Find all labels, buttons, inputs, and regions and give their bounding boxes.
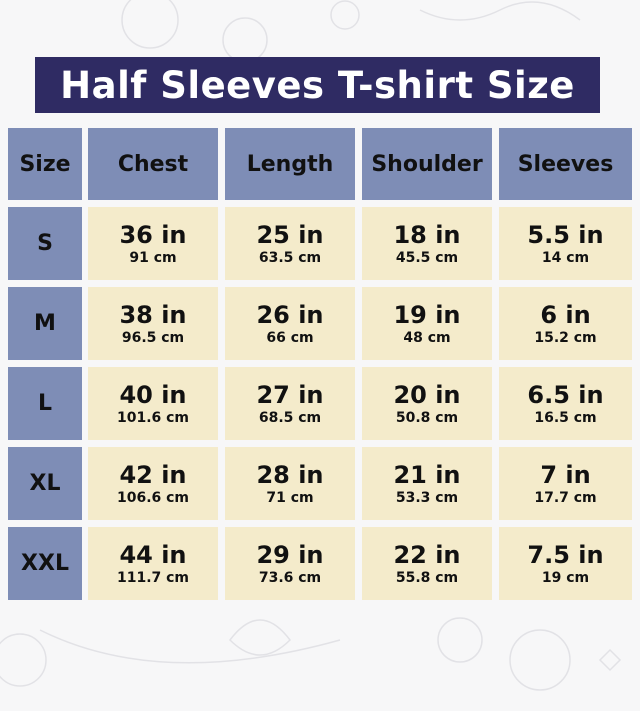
size-label: M (8, 287, 82, 360)
table-cell: 7 in 17.7 cm (499, 447, 632, 520)
size-label: XL (8, 447, 82, 520)
cm-value: 106.6 cm (116, 489, 190, 506)
inches-value: 7 in (540, 460, 591, 489)
table-cell: 18 in 45.5 cm (362, 207, 492, 280)
cm-value: 63.5 cm (258, 249, 322, 266)
cm-value: 53.3 cm (395, 489, 459, 506)
table-cell: 21 in 53.3 cm (362, 447, 492, 520)
inches-value: 6 in (540, 300, 591, 329)
cm-value: 15.2 cm (534, 329, 597, 346)
table-cell: 44 in 111.7 cm (88, 527, 218, 600)
cm-value: 16.5 cm (534, 409, 597, 426)
header-sleeves: Sleeves (499, 128, 632, 200)
header-length: Length (225, 128, 355, 200)
table-cell: 20 in 50.8 cm (362, 367, 492, 440)
table-cell: 7.5 in 19 cm (499, 527, 632, 600)
table-cell: 26 in 66 cm (225, 287, 355, 360)
inches-value: 22 in (393, 540, 461, 569)
cm-value: 66 cm (266, 329, 314, 346)
inches-value: 42 in (119, 460, 187, 489)
cm-value: 50.8 cm (395, 409, 459, 426)
cm-value: 48 cm (403, 329, 451, 346)
inches-value: 29 in (256, 540, 324, 569)
cm-value: 101.6 cm (116, 409, 190, 426)
cm-value: 19 cm (541, 569, 590, 586)
inches-value: 5.5 in (527, 220, 604, 249)
cm-value: 91 cm (129, 249, 177, 266)
table-cell: 38 in 96.5 cm (88, 287, 218, 360)
table-cell: 40 in 101.6 cm (88, 367, 218, 440)
table-cell: 36 in 91 cm (88, 207, 218, 280)
inches-value: 27 in (256, 380, 324, 409)
cm-value: 17.7 cm (534, 489, 597, 506)
table-cell: 6 in 15.2 cm (499, 287, 632, 360)
size-label: S (8, 207, 82, 280)
cm-value: 96.5 cm (121, 329, 185, 346)
cm-value: 68.5 cm (258, 409, 322, 426)
cm-value: 71 cm (266, 489, 314, 506)
inches-value: 25 in (256, 220, 324, 249)
page-title: Half Sleeves T-shirt Size (35, 57, 600, 113)
inches-value: 38 in (119, 300, 187, 329)
inches-value: 26 in (256, 300, 324, 329)
cm-value: 55.8 cm (395, 569, 459, 586)
inches-value: 20 in (393, 380, 461, 409)
table-cell: 19 in 48 cm (362, 287, 492, 360)
table-cell: 29 in 73.6 cm (225, 527, 355, 600)
inches-value: 44 in (119, 540, 187, 569)
table-cell: 5.5 in 14 cm (499, 207, 632, 280)
header-shoulder: Shoulder (362, 128, 492, 200)
inches-value: 7.5 in (527, 540, 604, 569)
cm-value: 73.6 cm (258, 569, 322, 586)
table-cell: 22 in 55.8 cm (362, 527, 492, 600)
header-chest: Chest (88, 128, 218, 200)
size-label: L (8, 367, 82, 440)
cm-value: 45.5 cm (395, 249, 459, 266)
table-cell: 42 in 106.6 cm (88, 447, 218, 520)
inches-value: 6.5 in (527, 380, 604, 409)
inches-value: 18 in (393, 220, 461, 249)
cm-value: 111.7 cm (116, 569, 190, 586)
inches-value: 21 in (393, 460, 461, 489)
inches-value: 28 in (256, 460, 324, 489)
table-cell: 6.5 in 16.5 cm (499, 367, 632, 440)
cm-value: 14 cm (541, 249, 590, 266)
table-cell: 27 in 68.5 cm (225, 367, 355, 440)
header-size: Size (8, 128, 82, 200)
inches-value: 19 in (393, 300, 461, 329)
inches-value: 36 in (119, 220, 187, 249)
size-label: XXL (8, 527, 82, 600)
inches-value: 40 in (119, 380, 187, 409)
table-cell: 28 in 71 cm (225, 447, 355, 520)
table-cell: 25 in 63.5 cm (225, 207, 355, 280)
